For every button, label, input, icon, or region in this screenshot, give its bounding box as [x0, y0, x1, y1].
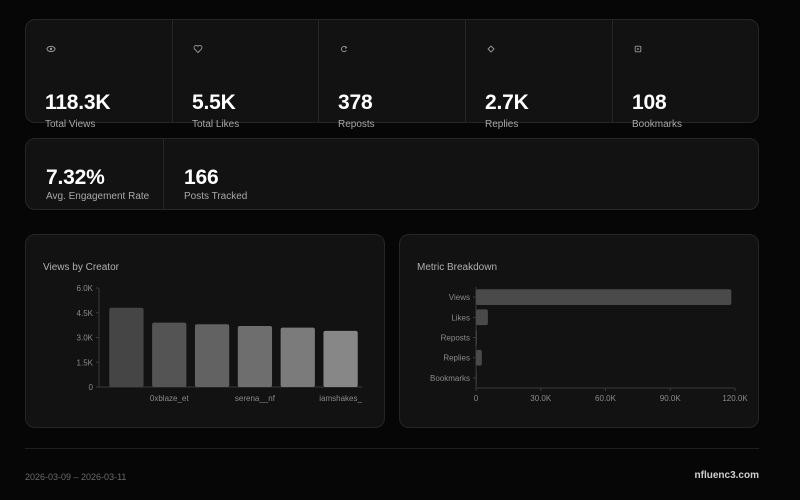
stat-posts-tracked: 166 Posts Tracked — [164, 139, 758, 209]
stat-value: 2.7K — [485, 91, 529, 114]
stat-label: Avg. Engagement Rate — [46, 191, 150, 202]
y-tick-label: 1.5K — [77, 358, 94, 367]
stat-value: 5.5K — [192, 91, 236, 114]
engagement-card: 7.32% Avg. Engagement Rate 166 Posts Tra… — [25, 138, 759, 210]
x-tick-label: 60.0K — [595, 394, 617, 403]
bar[interactable] — [194, 324, 230, 387]
stat-replies: 2.7K Replies — [466, 20, 613, 130]
bar[interactable] — [476, 370, 477, 386]
stat-value: 166 — [184, 166, 219, 189]
bar[interactable] — [323, 330, 358, 387]
bar[interactable] — [476, 309, 488, 326]
y-tick-label: Bookmarks — [430, 374, 470, 383]
bar[interactable] — [280, 327, 315, 387]
metric-breakdown-card: Metric Breakdown 0 30.0K 60.0K 90.0K 120.0K V… — [399, 234, 759, 428]
stat-label: Reposts — [338, 119, 375, 130]
y-tick-label: 3.0K — [77, 334, 94, 343]
y-tick-label: 6.0K — [77, 284, 94, 293]
bar[interactable] — [109, 307, 144, 387]
bar[interactable] — [476, 329, 477, 346]
stat-engagement-rate: 7.32% Avg. Engagement Rate — [26, 139, 164, 209]
x-tick-label: 0xblaze_et — [150, 394, 189, 403]
views-by-creator-chart: 0 1.5K 3.0K 4.5K 6.0K 0xblaze_et serena__nf iam… — [77, 284, 363, 403]
stat-bookmarks: 108 Bookmarks — [613, 20, 758, 130]
brand-link[interactable]: nfluenc3.com — [694, 470, 759, 481]
y-tick-label: Views — [449, 293, 470, 302]
stat-value: 378 — [338, 91, 373, 114]
metric-breakdown-chart: 0 30.0K 60.0K 90.0K 120.0K Views Likes Reposts R… — [430, 287, 748, 403]
y-tick-label: Replies — [443, 354, 470, 363]
bar[interactable] — [476, 349, 482, 366]
stat-value: 118.3K — [45, 91, 111, 114]
x-tick-label: 30.0K — [530, 394, 552, 403]
date-range: 2026-03-09 – 2026-03-11 — [25, 472, 127, 482]
footer-divider — [25, 448, 759, 449]
bar[interactable] — [237, 325, 273, 387]
stat-label: Total Views — [45, 119, 96, 130]
reply-icon — [486, 44, 496, 54]
y-tick-label: 4.5K — [77, 309, 94, 318]
chart-title: Metric Breakdown — [417, 262, 498, 273]
eye-icon — [46, 44, 56, 54]
y-tick-label: 0 — [89, 383, 94, 392]
x-tick-label: 90.0K — [660, 394, 682, 403]
views-by-creator-card: Views by Creator 0 1.5K 3.0K 4.5K 6.0K 0xblaz… — [25, 234, 385, 428]
chart-title: Views by Creator — [43, 262, 119, 273]
bookmark-icon — [633, 44, 643, 54]
x-tick-label: 0 — [474, 394, 479, 403]
stat-label: Bookmarks — [632, 119, 683, 130]
stat-total-views: 118.3K Total Views — [26, 20, 173, 130]
stat-total-likes: 5.5K Total Likes — [173, 20, 319, 130]
stat-value: 108 — [632, 91, 667, 114]
stat-label: Replies — [485, 119, 519, 130]
stat-label: Total Likes — [192, 119, 240, 130]
bar[interactable] — [152, 322, 187, 387]
bar[interactable] — [476, 289, 732, 305]
y-tick-label: Reposts — [441, 334, 470, 343]
x-tick-label: iamshakes_ — [319, 394, 362, 403]
stat-label: Posts Tracked — [184, 191, 248, 202]
heart-icon — [193, 44, 203, 54]
y-tick-label: Likes — [451, 313, 470, 322]
x-tick-label: 120.0K — [722, 394, 748, 403]
x-tick-label: serena__nf — [235, 394, 276, 403]
stat-reposts: 378 Reposts — [319, 20, 466, 130]
repost-icon — [339, 44, 349, 54]
stat-value: 7.32% — [46, 166, 105, 189]
stats-card: 118.3K Total Views 5.5K Total Likes 378 … — [25, 19, 759, 130]
